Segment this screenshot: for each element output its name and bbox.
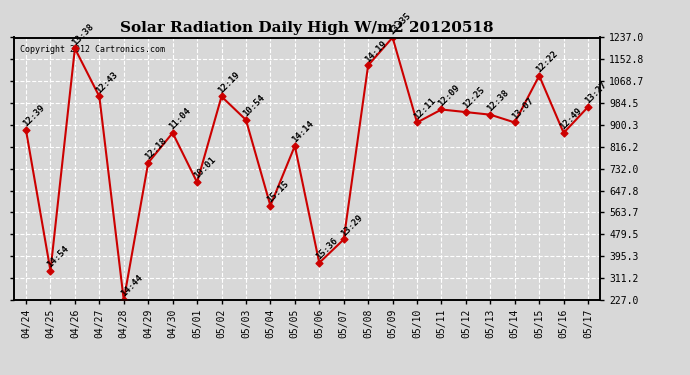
Point	[143, 160, 154, 166]
Point	[118, 297, 129, 303]
Point	[21, 127, 32, 133]
Text: Copyright 2012 Cartronics.com: Copyright 2012 Cartronics.com	[19, 45, 165, 54]
Text: 14:19: 14:19	[363, 39, 388, 64]
Text: 12:25: 12:25	[461, 86, 486, 111]
Text: 10:54: 10:54	[241, 93, 266, 118]
Text: 14:54: 14:54	[46, 244, 71, 269]
Text: 12:49: 12:49	[559, 106, 584, 132]
Text: 10:01: 10:01	[192, 156, 217, 181]
Point	[192, 179, 203, 185]
Point	[216, 93, 227, 99]
Text: 12:43: 12:43	[95, 70, 120, 95]
Text: 13:29: 13:29	[339, 213, 364, 238]
Point	[509, 120, 520, 126]
Point	[460, 109, 471, 115]
Title: Solar Radiation Daily High W/m2 20120518: Solar Radiation Daily High W/m2 20120518	[120, 21, 494, 35]
Text: 15:15: 15:15	[266, 179, 290, 204]
Text: 13:07: 13:07	[510, 96, 535, 121]
Text: 14:14: 14:14	[290, 119, 315, 144]
Point	[363, 62, 374, 68]
Point	[70, 45, 81, 51]
Point	[436, 106, 447, 112]
Point	[240, 117, 251, 123]
Point	[45, 268, 56, 274]
Text: 12:11: 12:11	[412, 96, 437, 121]
Point	[167, 130, 178, 136]
Text: 12:19: 12:19	[217, 70, 242, 95]
Point	[533, 73, 544, 79]
Text: 15:36: 15:36	[314, 236, 339, 261]
Point	[314, 260, 325, 266]
Text: 12:39: 12:39	[21, 104, 46, 129]
Point	[485, 112, 496, 118]
Point	[265, 202, 276, 208]
Text: 13:35: 13:35	[388, 11, 413, 36]
Point	[289, 143, 300, 149]
Point	[387, 34, 398, 40]
Point	[582, 104, 593, 110]
Text: 11:04: 11:04	[168, 106, 193, 132]
Point	[411, 120, 422, 126]
Text: 13:38: 13:38	[70, 22, 95, 47]
Text: 14:44: 14:44	[119, 273, 144, 298]
Point	[94, 93, 105, 99]
Text: 12:38: 12:38	[485, 88, 511, 113]
Point	[558, 130, 569, 136]
Text: 12:09: 12:09	[437, 83, 462, 108]
Point	[338, 237, 349, 243]
Text: 13:27: 13:27	[583, 80, 609, 105]
Text: 12:18: 12:18	[144, 136, 168, 161]
Text: 12:22: 12:22	[534, 49, 560, 74]
